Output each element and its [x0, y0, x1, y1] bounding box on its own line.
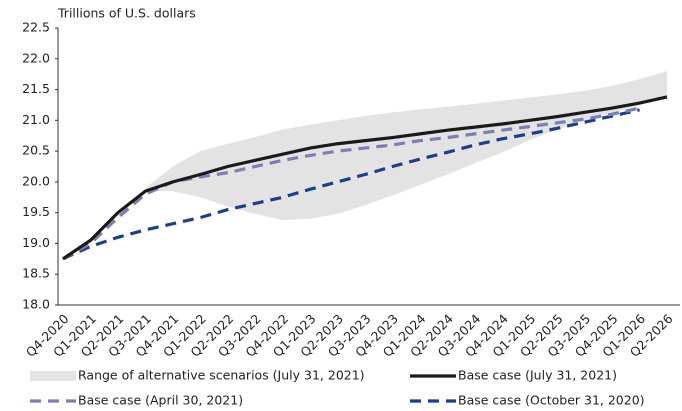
y-tick-label: 21.5 — [22, 81, 50, 96]
legend-swatch — [30, 371, 76, 381]
y-tick-label: 21.0 — [22, 112, 50, 127]
legend-label: Base case (October 31, 2020) — [458, 393, 645, 408]
legend-label: Base case (July 31, 2021) — [458, 368, 617, 383]
line-series — [62, 106, 640, 261]
y-tick-label: 20.5 — [22, 143, 50, 158]
y-tick-label: 19.5 — [22, 204, 50, 219]
range-area — [145, 71, 667, 221]
legend-label: Range of alternative scenarios (July 31,… — [78, 368, 365, 383]
y-tick-label: 18.5 — [22, 266, 50, 281]
line-series — [62, 95, 668, 261]
y-tick-label: 22.0 — [22, 50, 50, 65]
y-tick-label: 22.5 — [22, 20, 50, 35]
y-tick-label: 18.0 — [22, 297, 50, 312]
legend-label: Base case (April 30, 2021) — [78, 393, 243, 408]
y-tick-label: 20.0 — [22, 173, 50, 188]
y-axis-label: Trillions of U.S. dollars — [57, 6, 196, 21]
y-tick-label: 19.0 — [22, 235, 50, 250]
